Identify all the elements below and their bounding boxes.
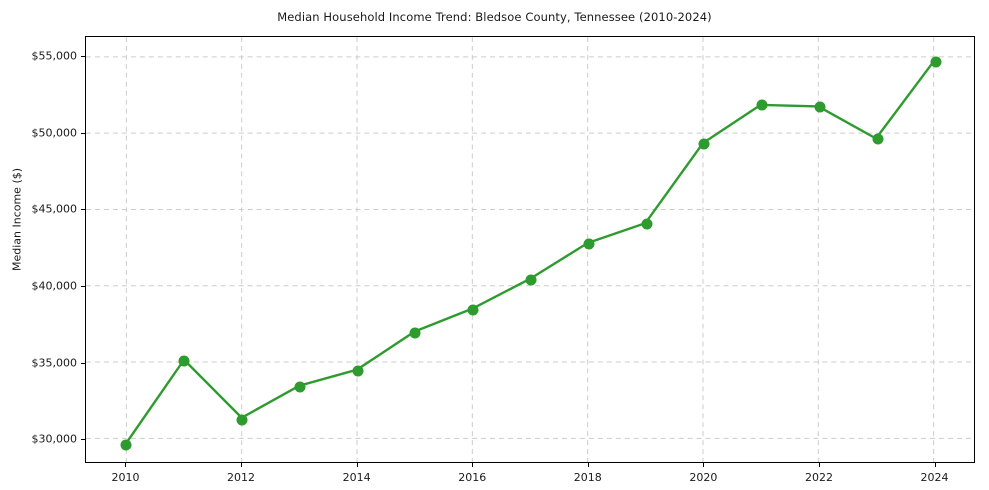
data-point-marker bbox=[178, 355, 190, 367]
data-point-marker bbox=[641, 218, 653, 230]
x-axis-tick-mark bbox=[818, 463, 820, 467]
chart-title: Median Household Income Trend: Bledsoe C… bbox=[277, 10, 712, 24]
x-axis-tick-label: 2012 bbox=[227, 471, 256, 484]
y-axis-tick-label: $30,000 bbox=[31, 432, 78, 446]
x-axis-tick-label: 2014 bbox=[342, 471, 371, 484]
x-axis-tick-label: 2018 bbox=[573, 471, 602, 484]
y-axis-tick-label: $55,000 bbox=[31, 49, 78, 63]
data-point-marker bbox=[698, 138, 710, 150]
data-point-marker bbox=[294, 381, 306, 393]
x-axis-tick-label: 2020 bbox=[689, 471, 718, 484]
x-axis-tick-label: 2016 bbox=[458, 471, 487, 484]
data-point-marker bbox=[525, 274, 537, 286]
x-axis-tick-label: 2024 bbox=[920, 471, 949, 484]
data-point-marker bbox=[120, 439, 132, 451]
y-axis-label: Median Income ($) bbox=[10, 167, 24, 272]
x-axis-tick-mark bbox=[125, 463, 127, 467]
data-point-marker bbox=[872, 133, 884, 145]
x-axis-tick-label: 2010 bbox=[111, 471, 140, 484]
x-axis-tick-mark bbox=[587, 463, 589, 467]
plot-area bbox=[85, 36, 975, 463]
x-axis-tick-mark bbox=[356, 463, 358, 467]
data-point-marker bbox=[352, 365, 364, 377]
y-axis-tick-label: $35,000 bbox=[31, 356, 78, 370]
x-axis-tick-mark bbox=[703, 463, 705, 467]
grid-lines bbox=[86, 37, 974, 462]
data-point-marker bbox=[756, 99, 768, 111]
data-point-marker bbox=[583, 238, 595, 250]
data-point-markers bbox=[86, 37, 974, 462]
data-point-marker bbox=[409, 327, 421, 339]
data-point-marker bbox=[236, 414, 248, 426]
x-axis-tick-mark bbox=[934, 463, 936, 467]
x-axis-tick-mark bbox=[472, 463, 474, 467]
data-point-marker bbox=[467, 304, 479, 316]
y-axis-tick-label: $40,000 bbox=[31, 279, 78, 293]
data-point-marker bbox=[814, 101, 826, 113]
y-axis-tick-label: $45,000 bbox=[31, 202, 78, 216]
x-axis-tick-label: 2022 bbox=[804, 471, 833, 484]
data-point-marker bbox=[930, 56, 942, 68]
x-axis-tick-mark bbox=[241, 463, 243, 467]
y-axis-tick-label: $50,000 bbox=[31, 126, 78, 140]
